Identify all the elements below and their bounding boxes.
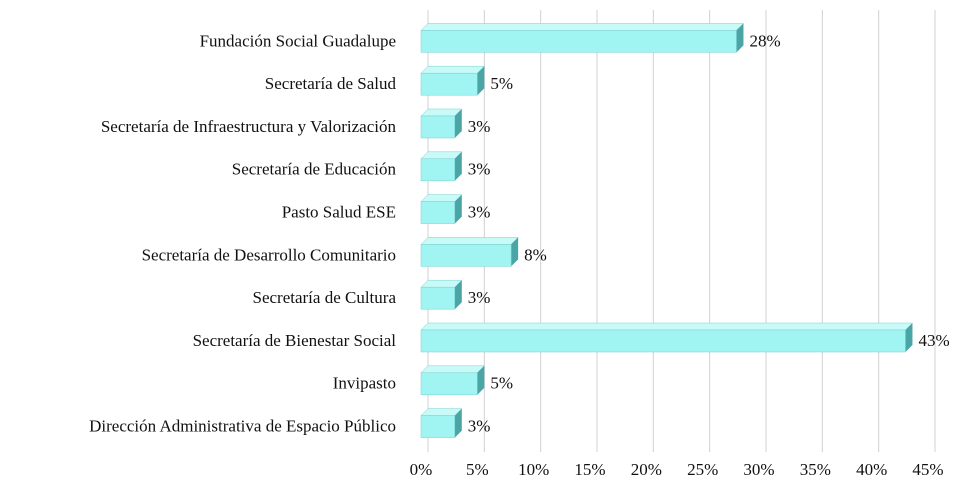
y-tick-label: Invipasto	[333, 374, 396, 393]
data-label: 3%	[468, 203, 491, 222]
bar-front	[420, 372, 478, 396]
bar-top	[420, 408, 463, 416]
y-tick-label: Fundación Social Guadalupe	[200, 31, 396, 50]
bar	[420, 108, 463, 139]
bar-side	[454, 408, 462, 438]
bar-top	[420, 194, 463, 202]
x-tick-label: 35%	[800, 460, 831, 479]
x-tick-label: 20%	[631, 460, 662, 479]
bar-top	[420, 23, 745, 31]
bar-side	[454, 280, 462, 310]
bar-top	[420, 108, 463, 117]
y-tick-label: Dirección Administrativa de Espacio Públ…	[89, 417, 396, 436]
y-tick-label: Secretaría de Infraestructura y Valoriza…	[101, 117, 397, 136]
x-tick-label: 0%	[410, 460, 433, 479]
bar-side	[905, 323, 913, 352]
y-tick-label: Secretaría de Desarrollo Comunitario	[142, 245, 396, 264]
data-label: 3%	[468, 288, 491, 307]
bar-front	[420, 329, 906, 353]
y-tick-label: Secretaría de Educación	[232, 160, 397, 179]
bar-side	[454, 151, 462, 181]
bar-side	[454, 109, 462, 138]
bar-side	[736, 23, 744, 53]
data-label: 3%	[468, 117, 491, 136]
bar	[420, 23, 745, 53]
bar-top	[420, 237, 519, 245]
x-tick-label: 40%	[856, 460, 887, 479]
bar	[420, 237, 519, 267]
bar	[420, 279, 463, 310]
bar	[420, 322, 914, 353]
bar-front	[420, 201, 456, 224]
data-label: 28%	[749, 31, 780, 50]
y-tick-label: Secretaría de Salud	[265, 74, 397, 93]
bar-front	[420, 244, 512, 267]
x-tick-label: 30%	[743, 460, 774, 479]
bar	[420, 408, 463, 438]
y-tick-label: Secretaría de Cultura	[253, 288, 397, 307]
bar-top	[420, 279, 463, 288]
x-tick-label: 10%	[518, 460, 549, 479]
bar-front	[420, 158, 456, 182]
x-tick-label: 45%	[912, 460, 943, 479]
bar	[420, 65, 485, 96]
bar	[420, 151, 463, 182]
bar-side	[454, 194, 462, 224]
x-tick-label: 5%	[466, 460, 489, 479]
bar	[420, 365, 485, 396]
data-label: 43%	[918, 331, 949, 350]
data-label: 3%	[468, 417, 491, 436]
x-tick-label: 15%	[574, 460, 605, 479]
data-label: 3%	[468, 160, 491, 179]
bar-front	[420, 72, 478, 96]
bar-top	[420, 151, 463, 160]
bar-side	[477, 66, 485, 96]
bar	[420, 194, 463, 224]
y-tick-label: Pasto Salud ESE	[282, 203, 396, 222]
bar-top	[420, 322, 914, 331]
y-tick-label: Secretaría de Bienestar Social	[193, 331, 397, 350]
data-label: 5%	[490, 374, 513, 393]
bar-top	[420, 365, 485, 374]
bar-front	[420, 415, 456, 438]
data-label: 8%	[524, 245, 547, 264]
bar-front	[420, 30, 737, 53]
bar-front	[420, 286, 456, 310]
x-tick-label: 25%	[687, 460, 718, 479]
data-label: 5%	[490, 74, 513, 93]
bar-front	[420, 115, 456, 139]
bar-side	[511, 237, 519, 267]
bar-side	[477, 365, 485, 395]
bar-top	[420, 65, 485, 74]
